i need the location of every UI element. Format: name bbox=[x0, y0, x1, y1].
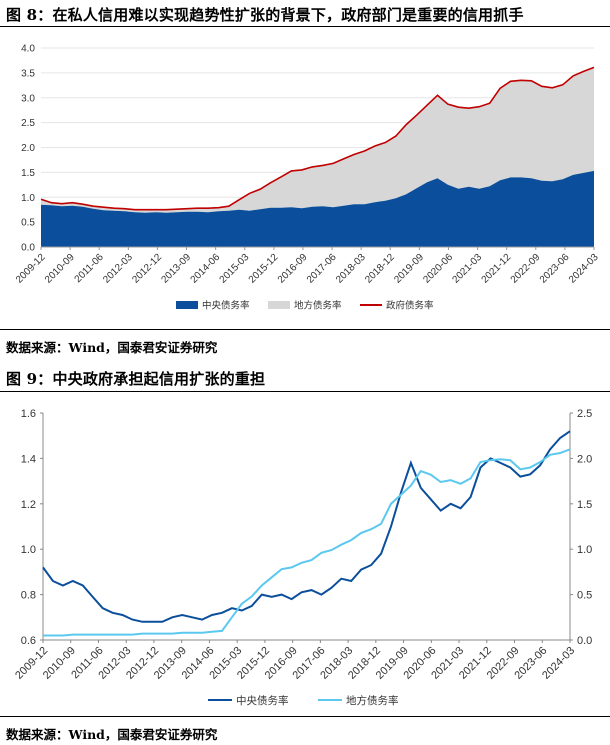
c1-y-tick-label: 3.0 bbox=[21, 93, 35, 104]
c1-x-tick-label: 2021-03 bbox=[450, 252, 484, 286]
figure2-title: 图 9：中央政府承担起信用扩张的重担 bbox=[6, 370, 266, 388]
c1-x-tick-label: 2010-09 bbox=[43, 252, 77, 286]
c1-x-axis: 2009-122010-092011-062012-032012-122013-… bbox=[14, 247, 601, 286]
c1-x-tick-label: 2015-12 bbox=[247, 252, 281, 286]
c1-areas bbox=[40, 66, 595, 248]
c2-y-axes: 0.6 0.8 1.0 1.2 1.4 1.6 0.0 0.5 1.0 1.5 2.0 2.5 bbox=[21, 408, 593, 647]
local-debt-area bbox=[41, 67, 594, 213]
c2-legend-label: 地方债务率 bbox=[346, 694, 399, 707]
c2-right-tick-label: 2.0 bbox=[577, 453, 592, 465]
c2-legend-label: 中央债务率 bbox=[236, 694, 289, 707]
c1-legend: 中央债务率 地方债务率 政府债务率 bbox=[176, 300, 434, 312]
c2-right-tick-label: 0.0 bbox=[577, 635, 592, 647]
c1-x-tick-label: 2018-12 bbox=[363, 252, 397, 286]
c1-x-tick-label: 2009-12 bbox=[14, 252, 48, 286]
c1-x-tick-label: 2019-09 bbox=[392, 252, 426, 286]
c1-y-tick-label: 4.0 bbox=[21, 44, 35, 55]
c1-x-tick-label: 2012-03 bbox=[101, 252, 135, 286]
c1-x-tick-label: 2024-03 bbox=[567, 252, 601, 286]
c1-x-tick-label: 2022-09 bbox=[509, 252, 543, 286]
c1-y-tick-label: 3.5 bbox=[21, 68, 35, 79]
c1-x-tick-label: 2012-12 bbox=[130, 252, 164, 286]
c2-left-tick-label: 1.2 bbox=[21, 499, 36, 511]
c1-x-tick-label: 2015-03 bbox=[218, 252, 252, 286]
c1-y-axis: 0.0 0.5 1.0 1.5 2.0 2.5 3.0 3.5 4.0 bbox=[21, 44, 35, 254]
c1-legend-swatch bbox=[176, 301, 198, 309]
c1-x-tick-label: 2016-09 bbox=[276, 252, 310, 286]
c1-legend-label: 地方债务率 bbox=[294, 300, 342, 312]
figure2-source: 数据来源：Wind，国泰君安证券研究 bbox=[6, 727, 218, 742]
c2-right-tick-label: 1.0 bbox=[577, 544, 592, 556]
c2-lines bbox=[42, 430, 571, 637]
c1-x-tick-label: 2013-09 bbox=[159, 252, 193, 286]
c2-x-axis: 2009-122010-092011-062012-032012-122013-… bbox=[13, 640, 577, 682]
central-debt-area bbox=[41, 170, 594, 247]
c2-left-tick-label: 0.6 bbox=[21, 635, 36, 647]
c1-legend-swatch bbox=[268, 301, 290, 309]
c1-x-tick-label: 2011-06 bbox=[73, 252, 107, 286]
c1-y-tick-label: 1.0 bbox=[21, 193, 35, 204]
c2-left-tick-label: 1.4 bbox=[21, 453, 36, 465]
c1-y-tick-label: 1.5 bbox=[21, 168, 35, 179]
c2-axes bbox=[42, 413, 571, 641]
figure2-bottom-rule bbox=[0, 716, 610, 717]
government-debt-line bbox=[40, 66, 595, 211]
c1-y-tick-label: 2.5 bbox=[21, 118, 35, 129]
c1-x-tick-label: 2023-06 bbox=[538, 252, 572, 286]
figure1-top-rule bbox=[0, 26, 610, 27]
c1-x-tick-label: 2021-12 bbox=[480, 252, 514, 286]
figure1-source: 数据来源：Wind，国泰君安证券研究 bbox=[6, 340, 218, 355]
c1-x-tick-label: 2014-06 bbox=[189, 252, 223, 286]
c1-y-tick-label: 0.0 bbox=[21, 243, 35, 254]
c1-x-tick-label: 2018-03 bbox=[334, 252, 368, 286]
c2-right-tick-label: 0.5 bbox=[577, 590, 592, 602]
local-debt-line bbox=[43, 448, 571, 637]
c1-legend-label: 中央债务率 bbox=[202, 300, 250, 312]
c2-left-tick-label: 0.8 bbox=[21, 590, 36, 602]
c1-x-tick-label: 2017-06 bbox=[305, 252, 339, 286]
figure2-top-rule bbox=[0, 391, 610, 392]
area-chart: 0.0 0.5 1.0 1.5 2.0 2.5 3.0 3.5 4.0 2009-122010-… bbox=[14, 44, 601, 312]
c2-left-tick-label: 1.6 bbox=[21, 408, 36, 420]
c1-y-tick-label: 2.0 bbox=[21, 143, 35, 154]
c2-legend: 中央债务率 地方债务率 bbox=[208, 694, 399, 707]
figure1-bottom-rule bbox=[0, 329, 610, 330]
c1-x-tick-label: 2020-06 bbox=[421, 252, 455, 286]
c1-legend-label: 政府债务率 bbox=[386, 300, 434, 312]
central-debt-line bbox=[42, 430, 571, 623]
figure1-title: 图 8：在私人信用难以实现趋势性扩张的背景下，政府部门是重要的信用抓手 bbox=[6, 6, 524, 24]
c2-right-tick-label: 1.5 bbox=[577, 499, 592, 511]
c2-right-tick-label: 2.5 bbox=[577, 408, 592, 420]
line-chart: 0.6 0.8 1.0 1.2 1.4 1.6 0.0 0.5 1.0 1.5 2.0 2.5 200… bbox=[13, 408, 593, 707]
c1-y-tick-label: 0.5 bbox=[21, 218, 35, 229]
c2-left-tick-label: 1.0 bbox=[21, 544, 36, 556]
